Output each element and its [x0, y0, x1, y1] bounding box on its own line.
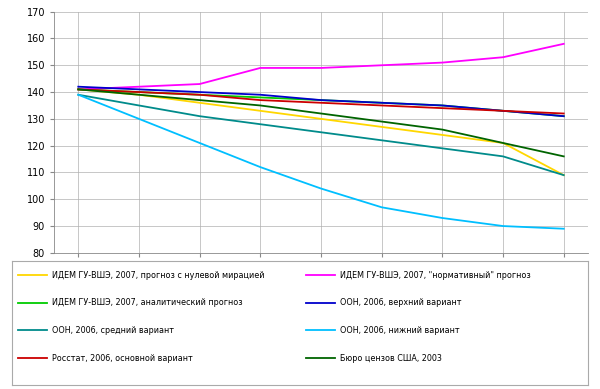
Text: ИДЕМ ГУ-ВШЭ, 2007, прогноз с нулевой мирацией: ИДЕМ ГУ-ВШЭ, 2007, прогноз с нулевой мир… — [52, 270, 265, 280]
Text: ИДЕМ ГУ-ВШЭ, 2007, "нормативный" прогноз: ИДЕМ ГУ-ВШЭ, 2007, "нормативный" прогноз — [340, 270, 531, 280]
Text: ООН, 2006, нижний вариант: ООН, 2006, нижний вариант — [340, 326, 460, 335]
Text: ИДЕМ ГУ-ВШЭ, 2007, аналитический прогноз: ИДЕМ ГУ-ВШЭ, 2007, аналитический прогноз — [52, 298, 243, 307]
Text: Росстат, 2006, основной вариант: Росстат, 2006, основной вариант — [52, 354, 193, 363]
Text: Бюро цензов США, 2003: Бюро цензов США, 2003 — [340, 354, 442, 363]
Text: ООН, 2006, средний вариант: ООН, 2006, средний вариант — [52, 326, 175, 335]
Text: ООН, 2006, верхний вариант: ООН, 2006, верхний вариант — [340, 298, 462, 307]
